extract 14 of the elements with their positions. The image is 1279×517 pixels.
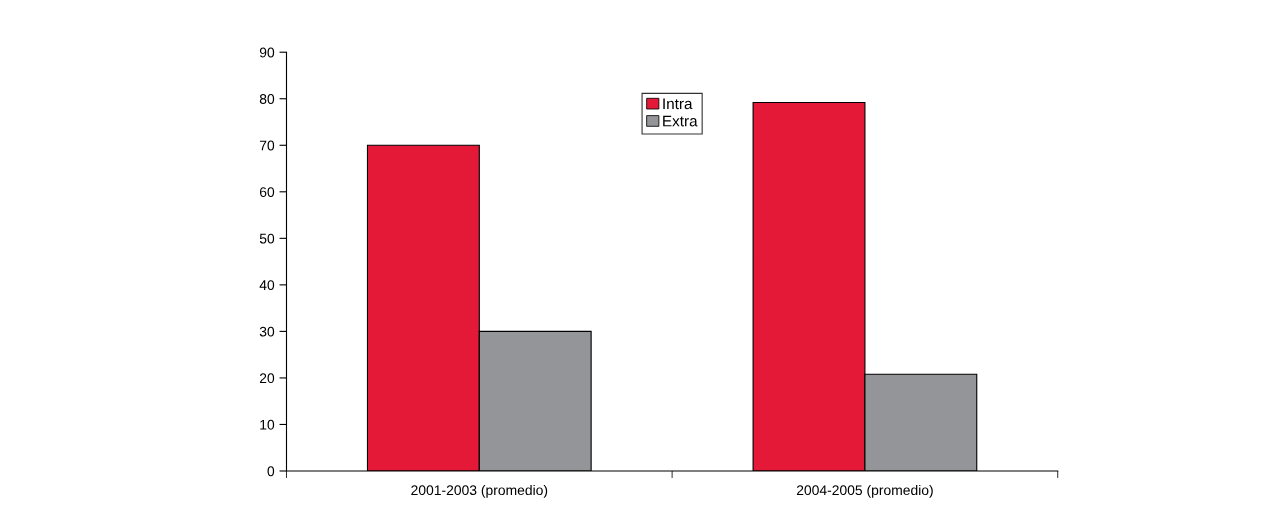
- y-tick-label: 20: [259, 373, 275, 384]
- y-tick-label: 0: [267, 466, 275, 477]
- x-tick-label: 2004-2005 (promedio): [796, 484, 933, 498]
- legend-label: Extra: [663, 115, 698, 127]
- y-tick-label: 70: [259, 140, 275, 151]
- y-tick-label: 50: [259, 233, 275, 244]
- y-tick-label: 30: [259, 326, 275, 337]
- y-tick-label: 80: [259, 94, 275, 104]
- x-tick-label: 2001-2003 (promedio): [411, 484, 548, 498]
- legend-label: Intra: [663, 98, 693, 110]
- y-tick-label: 90: [259, 47, 275, 58]
- y-tick-label: 10: [260, 419, 275, 430]
- y-tick-label: 40: [259, 280, 275, 291]
- y-tick-label: 60: [259, 187, 275, 197]
